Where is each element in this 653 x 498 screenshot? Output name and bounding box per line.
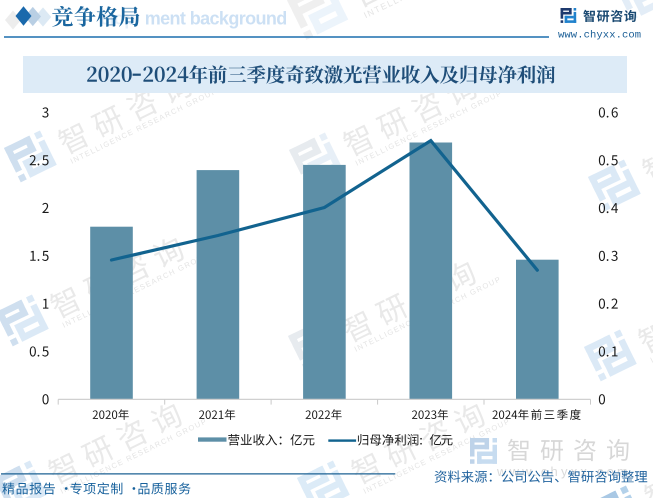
- svg-text:www.chyxx.com: www.chyxx.com: [558, 30, 641, 42]
- svg-text:ment background: ment background: [145, 8, 287, 28]
